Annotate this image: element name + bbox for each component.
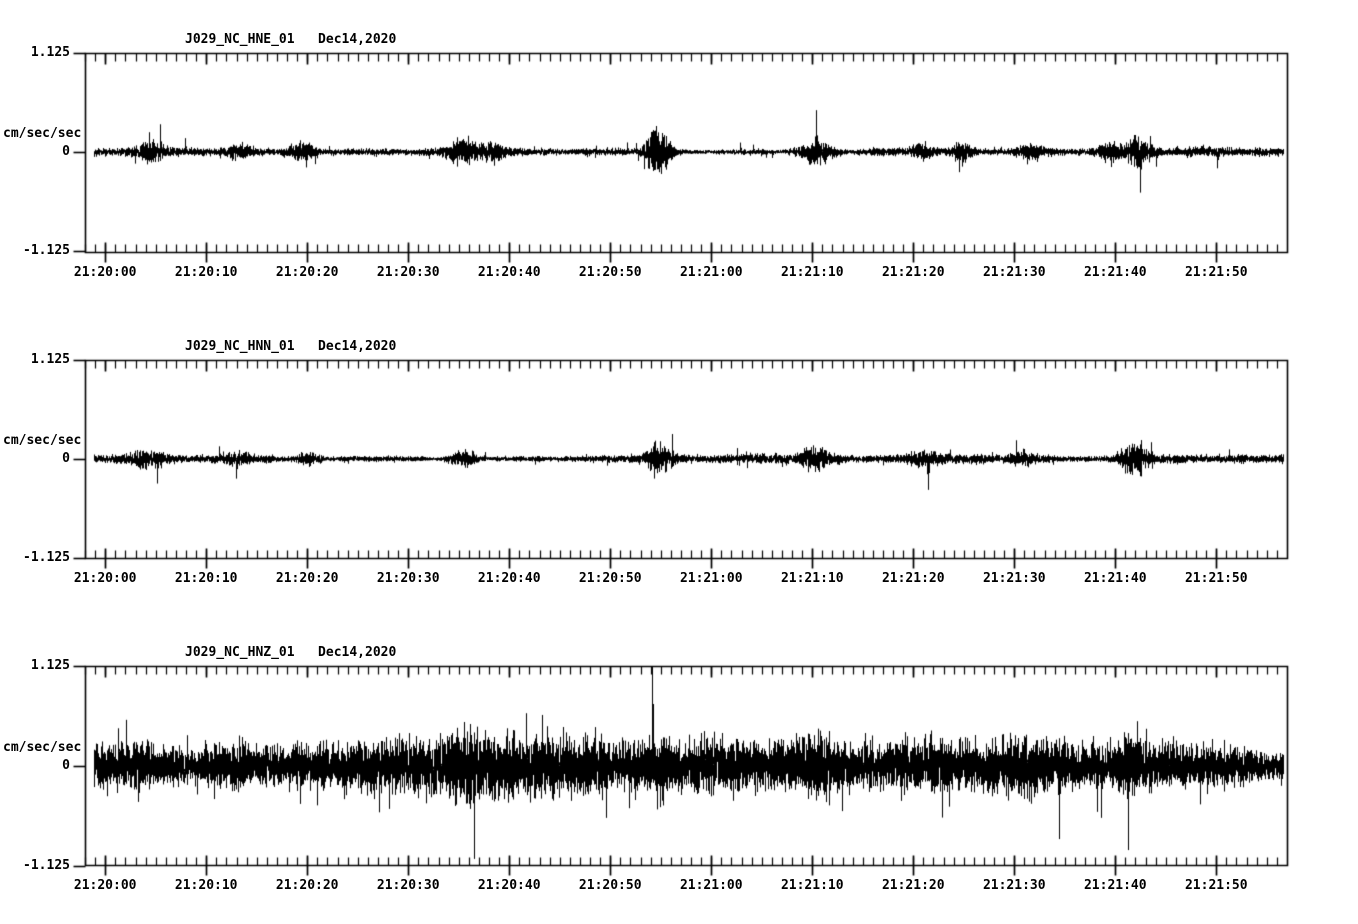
xtick-label: 21:21:20 <box>881 878 945 893</box>
seismogram-panel: J029_NC_HNE_01 Dec14,2020 1.125 0 -1.125 cm/… <box>0 23 1358 297</box>
xtick-label: 21:20:20 <box>275 878 339 893</box>
xtick-label: 21:21:10 <box>780 265 844 280</box>
xtick-label: 21:20:50 <box>578 571 642 586</box>
xtick-label: 21:21:10 <box>780 571 844 586</box>
seismogram-panel: J029_NC_HNN_01 Dec14,2020 1.125 0 -1.125 cm/… <box>0 330 1358 603</box>
xtick-label: 21:20:40 <box>477 878 541 893</box>
waveform-plot <box>0 636 1358 910</box>
xtick-label: 21:20:10 <box>174 265 238 280</box>
xtick-label: 21:21:50 <box>1184 265 1248 280</box>
ytick-label-zero: 0 <box>62 451 70 466</box>
xtick-label: 21:21:40 <box>1083 265 1147 280</box>
xtick-label: 21:21:30 <box>982 265 1046 280</box>
xtick-label: 21:20:50 <box>578 265 642 280</box>
ytick-label-min: -1.125 <box>23 243 70 258</box>
xtick-label: 21:20:40 <box>477 571 541 586</box>
ytick-label-max: 1.125 <box>30 658 70 673</box>
panel-title: J029_NC_HNN_01 Dec14,2020 <box>185 339 397 354</box>
xtick-label: 21:21:50 <box>1184 878 1248 893</box>
xtick-label: 21:21:00 <box>679 878 743 893</box>
xtick-label: 21:20:00 <box>73 878 137 893</box>
waveform-plot <box>0 330 1358 603</box>
xtick-label: 21:21:30 <box>982 571 1046 586</box>
seismogram-panel: J029_NC_HNZ_01 Dec14,2020 1.125 0 -1.125 cm/… <box>0 636 1358 910</box>
xtick-label: 21:21:40 <box>1083 878 1147 893</box>
xtick-label: 21:20:50 <box>578 878 642 893</box>
xtick-label: 21:20:40 <box>477 265 541 280</box>
y-axis-units-label: cm/sec/sec <box>3 433 82 448</box>
ytick-label-zero: 0 <box>62 144 70 159</box>
xtick-label: 21:21:00 <box>679 571 743 586</box>
xtick-label: 21:20:30 <box>376 265 440 280</box>
panel-title: J029_NC_HNE_01 Dec14,2020 <box>185 32 397 47</box>
xtick-label: 21:21:10 <box>780 878 844 893</box>
xtick-label: 21:20:30 <box>376 878 440 893</box>
xtick-label: 21:21:50 <box>1184 571 1248 586</box>
ytick-label-max: 1.125 <box>30 352 70 367</box>
xtick-label: 21:20:20 <box>275 265 339 280</box>
waveform-plot <box>0 23 1358 297</box>
xtick-label: 21:20:00 <box>73 265 137 280</box>
xtick-label: 21:20:30 <box>376 571 440 586</box>
xtick-label: 21:21:40 <box>1083 571 1147 586</box>
y-axis-units-label: cm/sec/sec <box>3 126 82 141</box>
ytick-label-zero: 0 <box>62 758 70 773</box>
xtick-label: 21:20:10 <box>174 571 238 586</box>
xtick-label: 21:20:20 <box>275 571 339 586</box>
panel-title: J029_NC_HNZ_01 Dec14,2020 <box>185 645 397 660</box>
xtick-label: 21:20:00 <box>73 571 137 586</box>
ytick-label-min: -1.125 <box>23 858 70 873</box>
ytick-label-max: 1.125 <box>30 45 70 60</box>
xtick-label: 21:21:30 <box>982 878 1046 893</box>
xtick-label: 21:21:00 <box>679 265 743 280</box>
ytick-label-min: -1.125 <box>23 550 70 565</box>
xtick-label: 21:21:20 <box>881 265 945 280</box>
xtick-label: 21:20:10 <box>174 878 238 893</box>
y-axis-units-label: cm/sec/sec <box>3 740 82 755</box>
xtick-label: 21:21:20 <box>881 571 945 586</box>
